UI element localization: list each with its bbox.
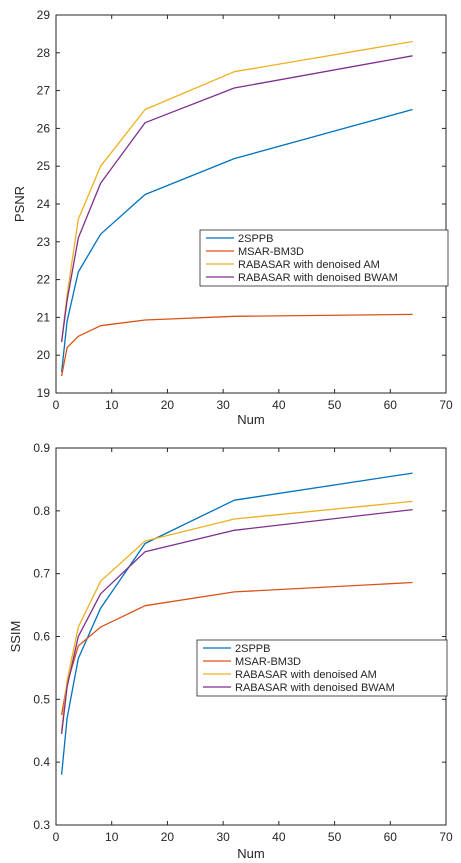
- legend-label-2: MSAR-BM3D: [238, 246, 304, 258]
- legend-label-4: RABASAR with denoised BWAM: [235, 682, 395, 694]
- series-line-1: [60, 472, 413, 775]
- legend-label-3: RABASAR with denoised AM: [238, 259, 380, 271]
- y-tick-label: 24: [37, 197, 51, 211]
- legend-label-1: 2SPPB: [238, 233, 273, 245]
- x-tick-label: 70: [439, 398, 453, 412]
- series-line-1: [60, 108, 413, 373]
- y-tick-label: 0.4: [33, 755, 50, 769]
- legend-label-4: RABASAR with denoised BWAM: [238, 272, 398, 284]
- series-line-3: [60, 500, 413, 731]
- legend-label-3: RABASAR with denoised AM: [235, 669, 377, 681]
- x-tick-label: 10: [105, 398, 119, 412]
- legend-box: [196, 639, 448, 697]
- x-tick-label: 20: [161, 830, 175, 844]
- y-tick-label: 23: [37, 235, 51, 249]
- y-tick-label: 0.9: [33, 441, 50, 455]
- y-tick-label: 22: [37, 273, 51, 287]
- y-axis-label: SSIM: [8, 621, 23, 653]
- y-tick-label: 20: [37, 348, 51, 362]
- y-tick-label: 0.5: [33, 692, 50, 706]
- legend-label-1: 2SPPB: [235, 643, 270, 655]
- legend-box: [199, 229, 449, 287]
- y-tick-label: 25: [37, 159, 51, 173]
- x-tick-label: 10: [105, 830, 119, 844]
- series-line-2: [60, 313, 413, 377]
- x-tick-label: 0: [53, 830, 60, 844]
- x-tick-label: 20: [161, 398, 175, 412]
- series-line-4: [60, 55, 413, 343]
- chart-1: 0 10 20 30 40 50 60 70 19 20 21 22 23 24 25 26 27 28 29 Num…: [12, 8, 453, 427]
- series-line-3: [60, 40, 413, 343]
- x-tick-label: 30: [216, 398, 230, 412]
- x-tick-label: 40: [272, 830, 286, 844]
- chart-2: 0 10 20 30 40 50 60 70 0.3 0.4 0.5 0.6 0.7 0.8 0.9 Num S…: [8, 441, 453, 861]
- y-tick-label: 0.6: [33, 630, 50, 644]
- y-tick-label: 26: [37, 121, 51, 135]
- y-tick-label: 21: [37, 310, 51, 324]
- y-tick-label: 0.3: [33, 818, 50, 832]
- y-tick-label: 28: [37, 46, 51, 60]
- y-tick-label: 27: [37, 84, 51, 98]
- x-tick-label: 60: [384, 398, 398, 412]
- y-tick-label: 19: [37, 386, 51, 400]
- series-line-4: [60, 508, 413, 734]
- x-tick-label: 70: [439, 830, 453, 844]
- legend-label-2: MSAR-BM3D: [235, 656, 301, 668]
- x-tick-label: 0: [53, 398, 60, 412]
- x-tick-label: 40: [272, 398, 286, 412]
- x-axis-label: Num: [237, 412, 264, 427]
- y-tick-label: 0.7: [33, 567, 50, 581]
- x-tick-label: 60: [384, 830, 398, 844]
- y-tick-label: 29: [37, 8, 51, 22]
- x-tick-label: 50: [328, 830, 342, 844]
- y-tick-label: 0.8: [33, 504, 50, 518]
- x-tick-label: 30: [216, 830, 230, 844]
- plot-area: [55, 447, 447, 826]
- y-axis-label: PSNR: [12, 186, 27, 222]
- plot-area: [55, 14, 447, 394]
- x-axis-label: Num: [237, 846, 264, 861]
- x-tick-label: 50: [328, 398, 342, 412]
